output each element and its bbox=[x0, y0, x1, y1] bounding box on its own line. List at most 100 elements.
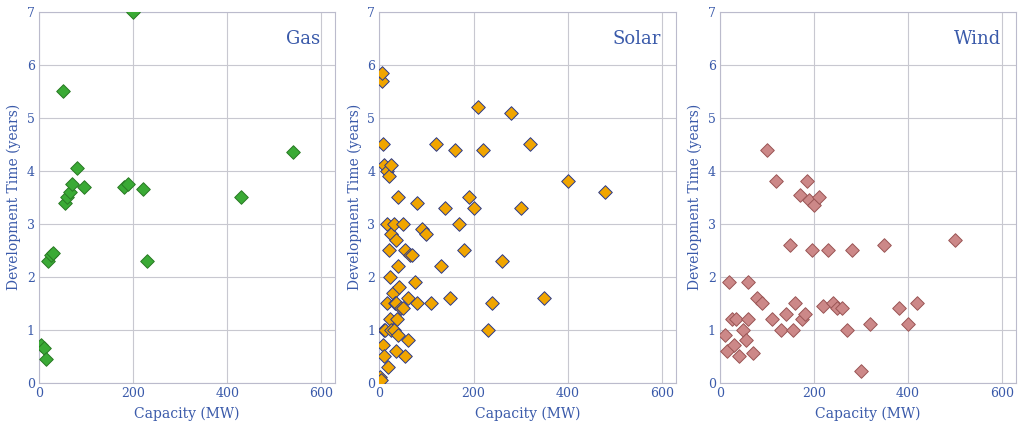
Point bbox=[409, 199, 425, 206]
Point bbox=[388, 348, 404, 354]
Point bbox=[376, 162, 392, 169]
Y-axis label: Development Time (years): Development Time (years) bbox=[688, 104, 702, 290]
Point bbox=[726, 342, 742, 349]
Point bbox=[390, 263, 407, 270]
Point bbox=[824, 300, 841, 306]
Point bbox=[432, 263, 449, 270]
Point bbox=[806, 202, 822, 208]
Point bbox=[764, 315, 780, 322]
Point bbox=[461, 194, 477, 201]
Point bbox=[45, 250, 61, 256]
Point bbox=[470, 104, 486, 111]
Point bbox=[754, 300, 770, 306]
Point bbox=[139, 257, 156, 264]
Point bbox=[375, 141, 391, 148]
Point bbox=[374, 69, 390, 76]
Point bbox=[376, 353, 392, 360]
Point bbox=[719, 348, 735, 354]
Point bbox=[759, 146, 775, 153]
Point bbox=[891, 305, 907, 312]
Point bbox=[390, 331, 407, 338]
X-axis label: Capacity (MW): Capacity (MW) bbox=[475, 407, 581, 421]
Point bbox=[801, 196, 817, 203]
Point bbox=[337, 220, 353, 227]
Point bbox=[61, 188, 78, 195]
Point bbox=[479, 326, 496, 333]
Point bbox=[768, 178, 784, 185]
Point bbox=[597, 188, 613, 195]
Point bbox=[134, 186, 151, 193]
Point bbox=[125, 9, 141, 15]
Point bbox=[40, 257, 56, 264]
Point bbox=[401, 252, 418, 259]
Point bbox=[721, 279, 737, 285]
Point bbox=[382, 273, 398, 280]
Point bbox=[522, 141, 539, 148]
Point bbox=[374, 77, 390, 84]
Point bbox=[383, 326, 399, 333]
Point bbox=[377, 326, 393, 333]
Point bbox=[750, 294, 766, 301]
Point bbox=[512, 205, 528, 211]
Point bbox=[456, 247, 472, 254]
Point bbox=[786, 300, 803, 306]
Point bbox=[853, 368, 869, 374]
Point bbox=[409, 300, 425, 306]
Point bbox=[385, 220, 401, 227]
Point bbox=[375, 342, 391, 349]
Point bbox=[794, 315, 810, 322]
Point bbox=[862, 321, 879, 328]
Point bbox=[810, 194, 826, 201]
Point bbox=[740, 279, 757, 285]
Text: Solar: Solar bbox=[612, 30, 660, 48]
Point bbox=[777, 310, 794, 317]
Point bbox=[399, 294, 416, 301]
Point bbox=[419, 231, 435, 238]
Point bbox=[380, 363, 396, 370]
Point bbox=[494, 257, 510, 264]
Point bbox=[385, 326, 401, 333]
Point bbox=[36, 345, 52, 351]
Point bbox=[877, 241, 893, 248]
Point bbox=[414, 226, 430, 232]
Text: Gas: Gas bbox=[287, 30, 321, 48]
Y-axis label: Development Time (years): Development Time (years) bbox=[347, 104, 361, 290]
Point bbox=[784, 326, 801, 333]
Point bbox=[285, 149, 301, 156]
Point bbox=[120, 181, 136, 187]
Point bbox=[383, 231, 399, 238]
Point bbox=[391, 284, 408, 291]
Point bbox=[372, 374, 388, 380]
X-axis label: Capacity (MW): Capacity (MW) bbox=[134, 407, 240, 421]
Point bbox=[397, 247, 414, 254]
Point bbox=[728, 315, 744, 322]
Point bbox=[839, 326, 855, 333]
Point bbox=[395, 305, 412, 312]
Point bbox=[744, 350, 761, 357]
Point bbox=[465, 205, 481, 211]
Point bbox=[378, 300, 394, 306]
Point bbox=[437, 205, 454, 211]
Point bbox=[383, 162, 399, 169]
Point bbox=[792, 191, 808, 198]
Point bbox=[503, 109, 519, 116]
Point bbox=[56, 199, 73, 206]
Point bbox=[399, 337, 416, 344]
Point bbox=[69, 165, 85, 172]
Point bbox=[59, 194, 76, 201]
Point bbox=[38, 355, 54, 362]
Point bbox=[737, 337, 754, 344]
Point bbox=[799, 178, 815, 185]
Point bbox=[829, 305, 846, 312]
Point bbox=[33, 342, 49, 349]
Point bbox=[559, 178, 575, 185]
Y-axis label: Development Time (years): Development Time (years) bbox=[7, 104, 22, 290]
Point bbox=[723, 315, 739, 322]
Point bbox=[388, 236, 404, 243]
Point bbox=[233, 194, 250, 201]
Point bbox=[389, 315, 406, 322]
Point bbox=[730, 353, 746, 360]
Point bbox=[388, 300, 404, 306]
Point bbox=[536, 294, 552, 301]
Point bbox=[407, 279, 423, 285]
